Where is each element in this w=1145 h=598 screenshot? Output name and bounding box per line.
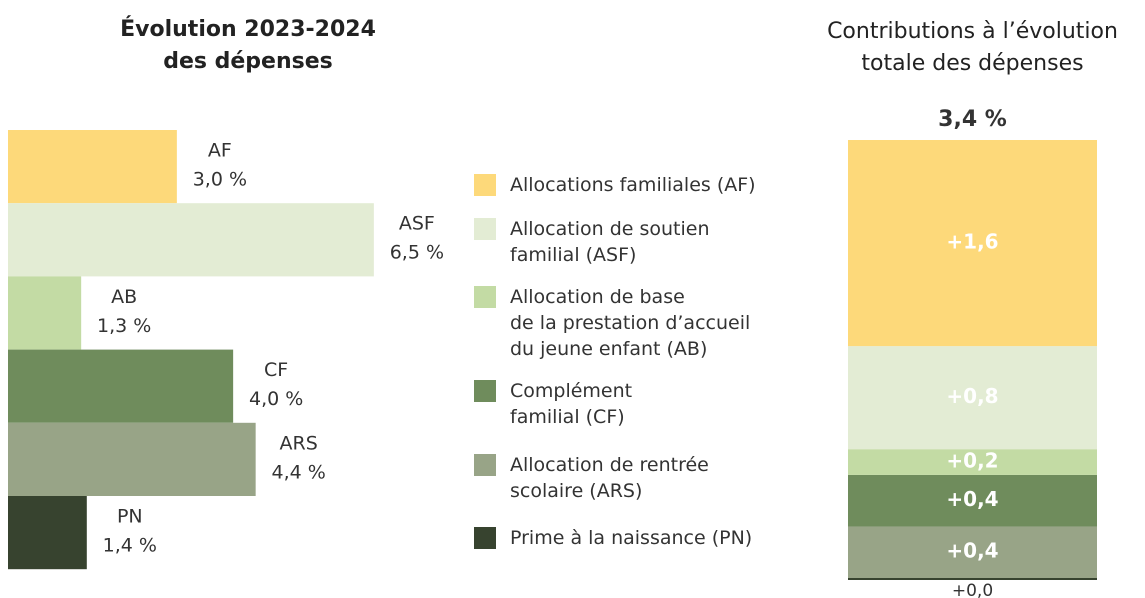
value-label: 3,0 % bbox=[193, 169, 247, 191]
legend-swatch bbox=[474, 174, 496, 196]
segment-label: +0,8 bbox=[946, 384, 998, 408]
legend-item: Allocation de rentrée scolaire (ARS) bbox=[474, 452, 709, 504]
bar bbox=[8, 276, 82, 350]
value-label: 6,5 % bbox=[390, 242, 444, 264]
legend-swatch bbox=[474, 527, 496, 549]
right-title: Contributions à l’évolution totale des d… bbox=[827, 19, 1118, 76]
segment bbox=[848, 346, 1097, 450]
legend-item: Allocations familiales (AF) bbox=[474, 172, 756, 198]
value-label: 4,0 % bbox=[249, 388, 303, 410]
category-label: CF bbox=[264, 359, 288, 381]
legend-label: Complément familial (CF) bbox=[510, 380, 633, 428]
value-label: 1,3 % bbox=[97, 315, 151, 337]
category-label: AB bbox=[111, 286, 137, 308]
legend-swatch bbox=[474, 380, 496, 402]
bar bbox=[8, 422, 256, 496]
legend-item: Allocation de soutien familial (ASF) bbox=[474, 216, 710, 268]
legend-label: Allocation de rentrée scolaire (ARS) bbox=[510, 454, 709, 502]
legend-label: Allocation de soutien familial (ASF) bbox=[510, 218, 710, 266]
bar bbox=[8, 349, 234, 423]
category-label: ASF bbox=[399, 213, 435, 235]
segment-label: +0,2 bbox=[946, 449, 998, 473]
legend-item: Prime à la naissance (PN) bbox=[474, 525, 752, 551]
bar bbox=[8, 203, 374, 277]
legend-label: Allocation de base de la prestation d’ac… bbox=[510, 286, 751, 360]
segment bbox=[848, 526, 1097, 578]
segment-label: +0,4 bbox=[946, 487, 998, 511]
legend-item: Complément familial (CF) bbox=[474, 378, 632, 430]
value-label: 4,4 % bbox=[272, 461, 326, 483]
left-title: Évolution 2023-2024 des dépenses bbox=[120, 17, 376, 74]
segment bbox=[848, 578, 1097, 580]
legend-label: Prime à la naissance (PN) bbox=[510, 527, 753, 549]
legend-swatch bbox=[474, 454, 496, 476]
legend-item: Allocation de base de la prestation d’ac… bbox=[474, 284, 750, 362]
segment bbox=[848, 140, 1097, 347]
category-label: PN bbox=[117, 506, 143, 528]
legend-swatch bbox=[474, 286, 496, 308]
category-label: ARS bbox=[280, 432, 318, 454]
legend-swatch bbox=[474, 218, 496, 240]
total-label: 3,4 % bbox=[938, 107, 1007, 132]
category-label: AF bbox=[208, 140, 232, 162]
segment bbox=[848, 474, 1097, 527]
segment-label: +0,0 bbox=[952, 581, 993, 598]
legend-label: Allocations familiales (AF) bbox=[510, 174, 756, 196]
segment-label: +1,6 bbox=[946, 230, 998, 254]
segment bbox=[848, 449, 1097, 475]
bar bbox=[8, 130, 177, 204]
value-label: 1,4 % bbox=[103, 535, 157, 557]
bar bbox=[8, 496, 87, 570]
segment-label: +0,4 bbox=[946, 539, 998, 563]
